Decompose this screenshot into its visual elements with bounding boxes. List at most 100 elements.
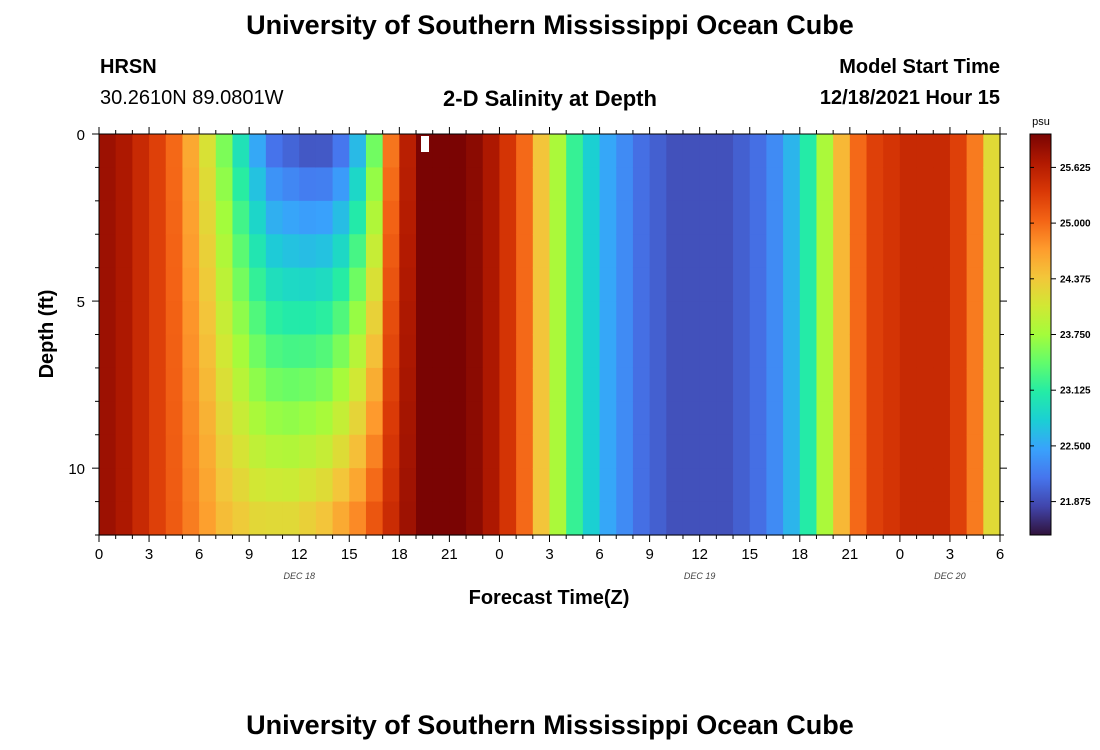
heatmap-cell xyxy=(499,501,517,536)
heatmap-cell xyxy=(766,301,784,336)
heatmap-cell xyxy=(816,401,834,436)
heatmap-cell xyxy=(115,501,133,536)
heatmap-cell xyxy=(332,401,350,436)
heatmap-cell xyxy=(282,301,300,336)
heatmap-cell xyxy=(499,234,517,269)
heatmap-cell xyxy=(599,134,617,169)
heatmap-cell xyxy=(365,134,384,169)
heatmap-cell xyxy=(649,301,667,336)
heatmap-cell xyxy=(232,367,250,402)
heatmap-cell xyxy=(632,267,651,302)
heatmap-cell xyxy=(232,301,250,336)
heatmap-cell xyxy=(949,301,968,336)
heatmap-cell xyxy=(365,401,384,436)
heatmap-cell xyxy=(482,334,501,369)
heatmap-cell xyxy=(182,501,200,536)
heatmap-cell xyxy=(899,501,918,536)
heatmap-cell xyxy=(249,200,267,235)
heatmap-cell xyxy=(682,401,701,436)
heatmap-cell xyxy=(716,334,734,369)
heatmap-cell xyxy=(933,234,951,269)
heatmap-cell xyxy=(299,401,317,436)
heatmap-cell xyxy=(632,234,651,269)
heatmap-cell xyxy=(482,134,501,169)
heatmap-cell xyxy=(466,468,484,503)
heatmap-cell xyxy=(566,267,584,302)
heatmap-cell xyxy=(749,334,768,369)
x-tick-label: 12 xyxy=(691,546,708,563)
heatmap-cell xyxy=(265,401,284,436)
heatmap-cell xyxy=(632,401,651,436)
heatmap-cell xyxy=(799,234,818,269)
heatmap-cell xyxy=(399,167,417,202)
heatmap-cell xyxy=(482,501,501,536)
heatmap-cell xyxy=(549,434,567,469)
heatmap-cell xyxy=(315,334,334,369)
missing-data-marker xyxy=(421,136,429,152)
heatmap-cell xyxy=(432,134,450,169)
heatmap-cell xyxy=(566,200,584,235)
x-axis-label: Forecast Time(Z) xyxy=(469,587,630,609)
heatmap-cell xyxy=(182,234,200,269)
heatmap-cell xyxy=(582,134,601,169)
heatmap-cell xyxy=(249,501,267,536)
heatmap-cell xyxy=(749,501,768,536)
heatmap-cell xyxy=(265,234,284,269)
heatmap-cell xyxy=(816,501,834,536)
heatmap-cell xyxy=(482,200,501,235)
heatmap-cell xyxy=(249,334,267,369)
heatmap-cell xyxy=(949,134,968,169)
heatmap-cell xyxy=(149,267,167,302)
heatmap-cell xyxy=(949,334,968,369)
heatmap-cell xyxy=(899,367,918,402)
heatmap-cell xyxy=(566,334,584,369)
heatmap-cell xyxy=(599,267,617,302)
heatmap-cell xyxy=(682,200,701,235)
heatmap-cell xyxy=(616,434,634,469)
heatmap-cell xyxy=(582,167,601,202)
heatmap-cell xyxy=(299,468,317,503)
heatmap-cell xyxy=(365,200,384,235)
heatmap-cell xyxy=(299,301,317,336)
heatmap-cell xyxy=(466,401,484,436)
heatmap-cell xyxy=(199,200,217,235)
heatmap-cell xyxy=(799,301,818,336)
heatmap-cell xyxy=(649,501,667,536)
heatmap-cell xyxy=(365,434,384,469)
heatmap-cell xyxy=(833,134,851,169)
heatmap-cell xyxy=(466,134,484,169)
heatmap-cell xyxy=(349,401,367,436)
heatmap-cell xyxy=(666,434,684,469)
heatmap-cell xyxy=(949,468,968,503)
heatmap-cell xyxy=(466,434,484,469)
heatmap-cell xyxy=(766,134,784,169)
heatmap-cell xyxy=(482,234,501,269)
heatmap-cell xyxy=(983,134,1001,169)
heatmap-cell xyxy=(766,234,784,269)
heatmap-cell xyxy=(616,200,634,235)
model-start-time: 12/18/2021 Hour 15 xyxy=(819,87,1000,109)
heatmap-cell xyxy=(466,501,484,536)
heatmap-cell xyxy=(849,301,868,336)
heatmap-cell xyxy=(315,367,334,402)
heatmap-cell xyxy=(132,267,150,302)
heatmap-cell xyxy=(682,134,701,169)
heatmap-cell xyxy=(165,301,184,336)
heatmap-cell xyxy=(783,367,801,402)
heatmap-cell xyxy=(416,468,434,503)
heatmap-cell xyxy=(582,334,601,369)
heatmap-cell xyxy=(866,234,884,269)
heatmap-cell xyxy=(632,200,651,235)
heatmap-cell xyxy=(899,200,918,235)
heatmap-cell xyxy=(766,367,784,402)
heatmap-cell xyxy=(949,267,968,302)
heatmap-cell xyxy=(883,301,901,336)
heatmap-cell xyxy=(699,501,717,536)
heatmap-cell xyxy=(666,301,684,336)
heatmap-cell xyxy=(99,134,117,169)
heatmap-cell xyxy=(449,267,467,302)
heatmap-cell xyxy=(516,501,534,536)
heatmap-cell xyxy=(249,234,267,269)
heatmap-cell xyxy=(282,167,300,202)
heatmap-cell xyxy=(799,200,818,235)
